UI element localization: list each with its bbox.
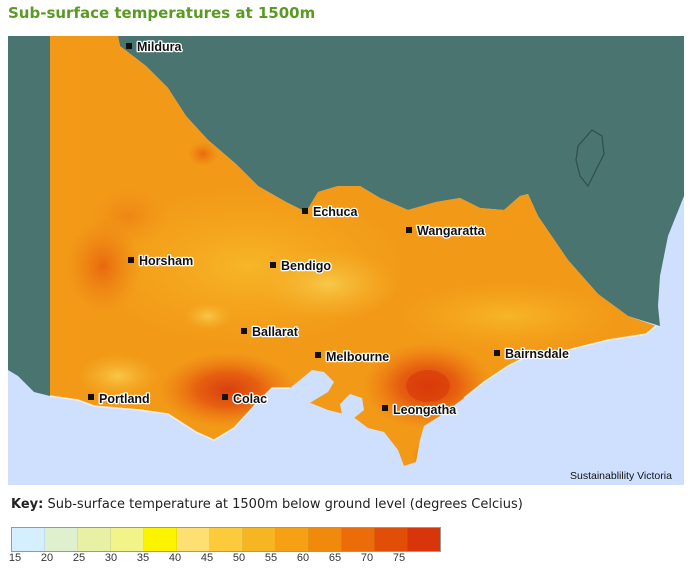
legend-swatch: [342, 528, 375, 551]
city-marker-colac[interactable]: Colac: [222, 391, 268, 407]
legend-swatch: [309, 528, 342, 551]
city-marker-leongatha[interactable]: Leongatha: [382, 402, 459, 418]
legend-tick: 75: [392, 552, 406, 564]
city-marker-mildura[interactable]: Mildura: [126, 39, 184, 55]
legend-swatch: [210, 528, 243, 551]
city-marker-wangaratta[interactable]: Wangaratta: [406, 223, 487, 239]
map-credit: Sustainablility Victoria: [570, 470, 672, 482]
city-marker-portland[interactable]: Portland: [88, 391, 151, 407]
city-label-echuca: Echuca: [313, 205, 359, 219]
legend-ticks: 15 20 25 30 35 40 45 50 55 60 65 70 75: [8, 552, 441, 568]
city-label-mildura: Mildura: [137, 40, 182, 54]
temperature-map: Mildura Echuca Wangaratta Horsham Bendig…: [8, 36, 684, 485]
legend-tick: 55: [264, 552, 278, 564]
legend-tick: 70: [360, 552, 374, 564]
legend-tick: 20: [40, 552, 54, 564]
legend-swatch: [408, 528, 440, 551]
city-label-ballarat: Ballarat: [252, 325, 299, 339]
legend-swatch: [144, 528, 177, 551]
map-title: Sub-surface temperatures at 1500m: [8, 4, 316, 22]
legend-tick: 25: [72, 552, 86, 564]
city-marker-bendigo[interactable]: Bendigo: [270, 258, 333, 274]
city-label-horsham: Horsham: [139, 254, 193, 268]
city-label-leongatha: Leongatha: [393, 403, 457, 417]
city-label-colac: Colac: [233, 392, 267, 406]
key-text: Sub-surface temperature at 1500m below g…: [47, 497, 523, 512]
legend-tick: 60: [296, 552, 310, 564]
legend-swatch: [12, 528, 45, 551]
legend-tick: 35: [136, 552, 150, 564]
legend-tick: 50: [232, 552, 246, 564]
legend-tick: 65: [328, 552, 342, 564]
city-marker-melbourne[interactable]: Melbourne: [315, 349, 391, 365]
key-label: Key:: [11, 497, 44, 512]
city-marker-echuca[interactable]: Echuca: [302, 204, 360, 220]
city-marker-ballarat[interactable]: Ballarat: [241, 324, 300, 340]
legend-tick: 30: [104, 552, 118, 564]
city-marker-bairnsdale[interactable]: Bairnsdale: [494, 346, 570, 362]
legend-swatch: [177, 528, 210, 551]
city-label-wangaratta: Wangaratta: [417, 224, 486, 238]
legend-swatch: [111, 528, 144, 551]
city-label-portland: Portland: [99, 392, 150, 406]
legend-tick: 40: [168, 552, 182, 564]
city-label-bendigo: Bendigo: [281, 259, 331, 273]
legend-swatch: [45, 528, 78, 551]
city-label-bairnsdale: Bairnsdale: [505, 347, 569, 361]
legend-swatch: [375, 528, 408, 551]
legend-swatch: [243, 528, 276, 551]
legend-tick: 15: [8, 552, 22, 564]
legend-swatch: [78, 528, 111, 551]
city-marker-horsham[interactable]: Horsham: [128, 253, 194, 269]
legend-swatch: [276, 528, 309, 551]
temperature-legend: [11, 527, 441, 552]
legend-caption: Key: Sub-surface temperature at 1500m be…: [11, 497, 523, 512]
city-label-melbourne: Melbourne: [326, 350, 389, 364]
legend-tick: 45: [200, 552, 214, 564]
